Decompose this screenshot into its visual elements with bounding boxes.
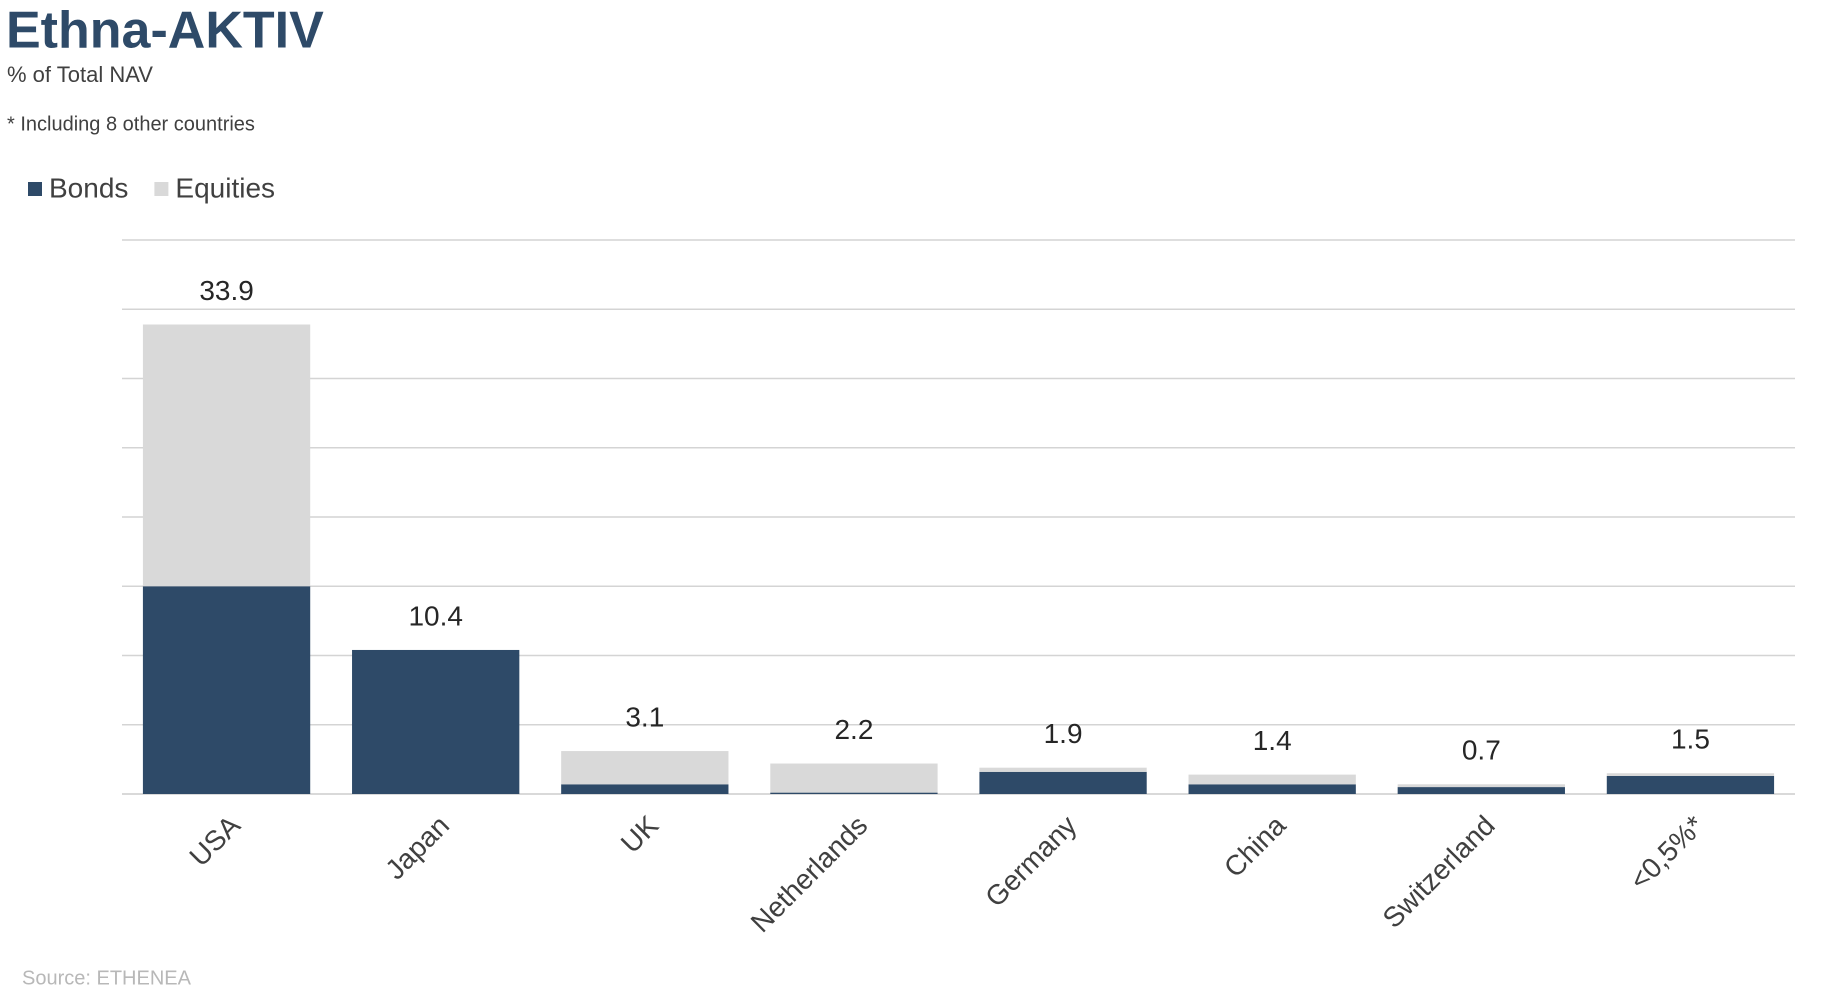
total-label: 33.9 bbox=[199, 275, 254, 306]
legend-label: Equities bbox=[175, 172, 275, 203]
bar-segment bbox=[561, 751, 729, 785]
legend-label: Bonds bbox=[49, 172, 128, 203]
x-tick-label: Netherlands bbox=[745, 810, 874, 939]
legend-swatch bbox=[28, 182, 42, 196]
total-label: 1.5 bbox=[1671, 724, 1710, 755]
x-tick-label: UK bbox=[615, 809, 665, 859]
total-label: 2.2 bbox=[834, 714, 873, 745]
bar-segment bbox=[1606, 773, 1775, 776]
total-label: 1.4 bbox=[1253, 725, 1292, 756]
bar-segment bbox=[1397, 784, 1565, 788]
bar-segment bbox=[142, 324, 311, 587]
bar-segment bbox=[770, 763, 938, 793]
x-tick-label: Switzerland bbox=[1377, 810, 1501, 934]
bar-segment bbox=[979, 767, 1147, 772]
total-label: 3.1 bbox=[625, 701, 664, 732]
total-label: 0.7 bbox=[1462, 735, 1501, 766]
x-tick-label: China bbox=[1218, 809, 1292, 883]
x-tick-label: USA bbox=[183, 809, 246, 872]
x-tick-label: Germany bbox=[979, 810, 1082, 913]
x-tick-label: Japan bbox=[379, 810, 455, 886]
bar-segment bbox=[561, 784, 729, 794]
bar-segment bbox=[1188, 784, 1356, 794]
bar-segment bbox=[979, 771, 1147, 794]
bar-segment bbox=[142, 586, 311, 794]
bar-segment bbox=[352, 649, 520, 794]
chart-source: Source: ETHENEA bbox=[22, 967, 192, 989]
chart-note: * Including 8 other countries bbox=[7, 113, 255, 135]
bar-segment bbox=[770, 792, 938, 794]
bar-segment bbox=[1188, 774, 1356, 785]
chart-subtitle: % of Total NAV bbox=[7, 62, 153, 87]
bar-segment bbox=[1606, 775, 1775, 794]
x-tick-label: <0,5%* bbox=[1624, 809, 1710, 895]
bar-segment bbox=[1397, 787, 1565, 794]
legend-swatch bbox=[154, 182, 169, 196]
total-label: 1.9 bbox=[1044, 718, 1083, 749]
chart-title: Ethna-AKTIV bbox=[6, 2, 324, 60]
total-label: 10.4 bbox=[408, 600, 463, 631]
